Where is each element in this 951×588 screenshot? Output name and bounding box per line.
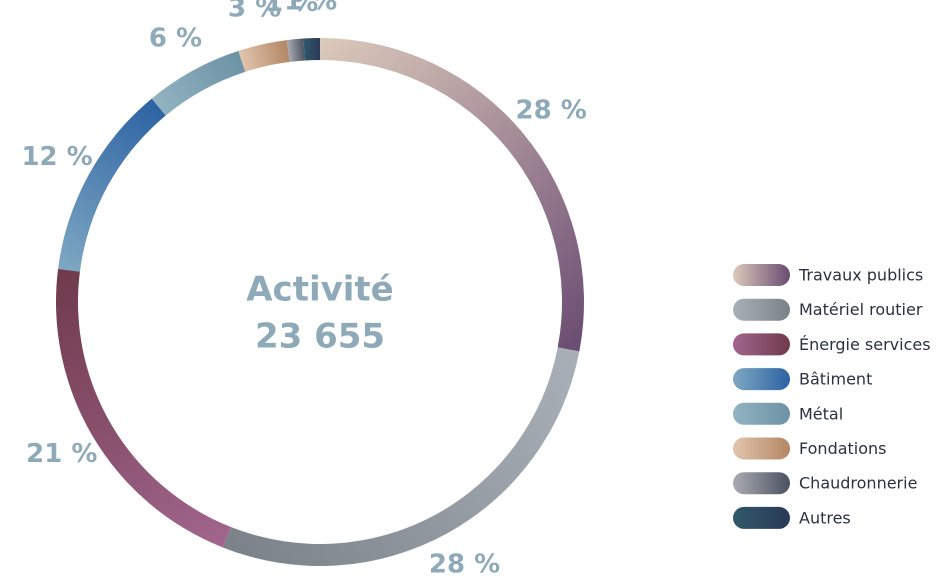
legend-swatch <box>733 298 790 321</box>
slice-label: 12 % <box>21 142 92 172</box>
donut-slice <box>151 50 246 116</box>
donut-slice <box>58 98 166 272</box>
legend-label: Matériel routier <box>799 300 923 319</box>
legend-label: Chaudronnerie <box>799 474 917 493</box>
legend-swatch <box>733 264 790 286</box>
center-total: 23 655 <box>255 317 385 357</box>
legend-swatch <box>733 402 790 425</box>
legend-label: Fondations <box>799 439 887 458</box>
donut-slice <box>222 347 580 566</box>
slice-label: 1 % <box>265 0 318 18</box>
donut-slice <box>238 40 290 72</box>
legend-swatch <box>733 472 790 495</box>
slice-label: 1 % <box>284 0 337 17</box>
legend-swatch <box>733 368 790 391</box>
legend-label: Énergie services <box>799 335 931 354</box>
legend-label: Autres <box>799 508 851 527</box>
center-title: Activité <box>246 270 394 310</box>
donut-slice <box>55 268 231 548</box>
legend-swatch <box>733 333 790 356</box>
legend-swatch <box>733 437 790 460</box>
legend-label: Bâtiment <box>799 370 872 389</box>
slice-label: 21 % <box>26 439 97 469</box>
slice-label: 3 % <box>228 0 281 24</box>
legend-label: Travaux publics <box>798 266 923 285</box>
legend-swatch <box>733 506 790 529</box>
slice-label: 6 % <box>149 24 202 54</box>
donut-slice <box>286 38 305 62</box>
legend-label: Métal <box>799 404 843 423</box>
donut-slice <box>303 38 320 61</box>
slice-label: 28 % <box>429 549 500 579</box>
slice-label: 28 % <box>516 95 587 125</box>
